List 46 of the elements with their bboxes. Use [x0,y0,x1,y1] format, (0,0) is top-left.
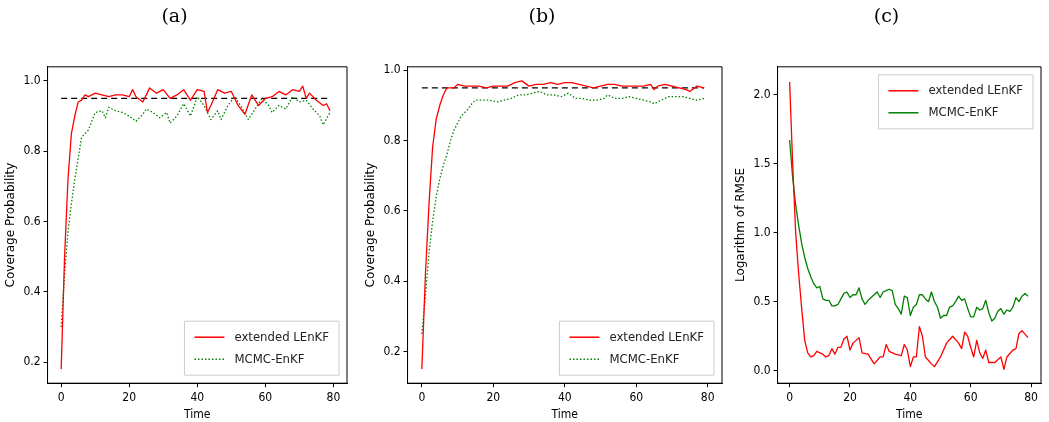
legend-label: MCMC-EnKF [609,350,680,366]
chart-title: (b) [528,4,556,27]
x-tick-label: 60 [963,389,978,404]
legend-label: extended LEnKF [928,82,1024,98]
x-tick-label: 80 [700,389,715,404]
y-tick-label: 1.0 [383,62,401,77]
chart-title: (a) [161,4,188,27]
y-tick-label: 1.0 [753,224,771,239]
y-tick-label: 0.8 [383,132,401,147]
chart-title: (c) [873,4,900,27]
x-tick-label: 40 [190,389,205,404]
x-axis-title: Time [895,406,923,421]
legend-label: extended LEnKF [609,328,705,344]
y-tick-label: 0.4 [383,273,401,288]
x-tick-label: 0 [786,389,794,404]
y-tick-label: 0.2 [23,354,41,369]
x-tick-label: 20 [122,389,137,404]
x-axis-title: Time [183,406,211,421]
y-tick-label: 0.6 [383,203,401,218]
x-tick-label: 80 [1024,389,1039,404]
x-tick-label: 60 [629,389,644,404]
x-tick-label: 80 [326,389,341,404]
x-tick-label: 20 [843,389,857,404]
y-axis-title: Coverage Probability [3,162,18,288]
legend-label: extended LEnKF [234,328,330,344]
y-tick-label: 2.0 [753,86,771,101]
y-tick-label: 0.4 [23,283,41,298]
y-tick-label: 0.2 [383,343,401,358]
y-axis-title: Coverage Probability [363,162,378,288]
y-tick-label: 1.5 [753,155,771,170]
x-tick-label: 0 [57,389,65,404]
x-axis-title: Time [550,406,579,421]
x-tick-label: 0 [418,389,426,404]
x-tick-label: 60 [258,389,273,404]
legend-label: MCMC-EnKF [234,350,305,366]
line-series [60,96,331,328]
y-tick-label: 0.0 [753,362,771,377]
y-tick-label: 0.5 [753,293,771,308]
x-tick-label: 20 [486,389,501,404]
y-axis-title: Logarithm of RMSE [733,167,748,283]
y-tick-label: 0.8 [23,143,41,158]
x-tick-label: 40 [557,389,572,404]
x-tick-label: 40 [903,389,918,404]
y-tick-label: 1.0 [23,72,41,87]
legend-label: MCMC-EnKF [928,104,999,120]
y-tick-label: 0.6 [23,213,41,228]
